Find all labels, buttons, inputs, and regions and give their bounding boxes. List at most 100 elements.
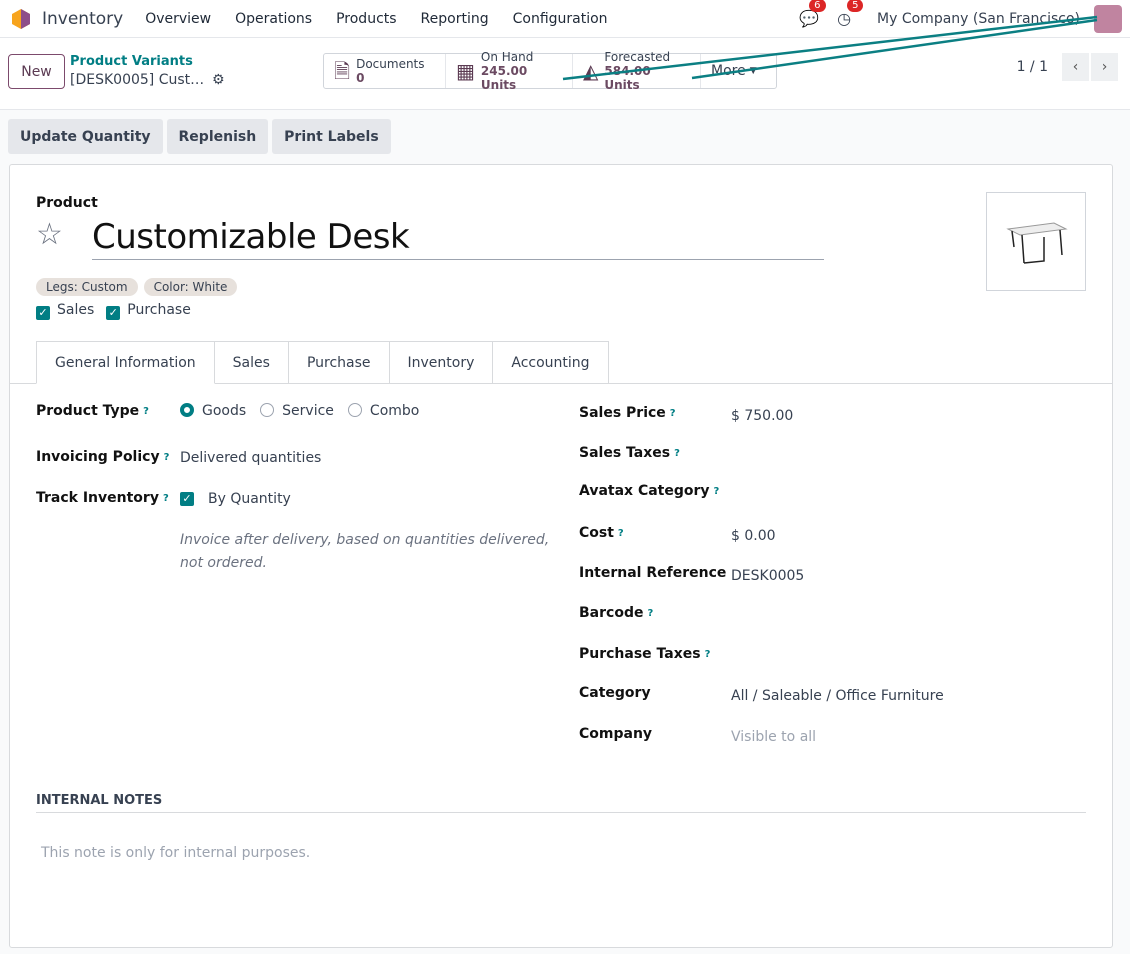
internal-reference-label: Internal Reference <box>579 565 727 581</box>
documents-label: Documents <box>356 57 425 71</box>
help-icon[interactable]: ? <box>647 607 654 619</box>
company-field[interactable]: Visible to all <box>731 729 817 745</box>
help-icon[interactable]: ? <box>674 447 680 459</box>
product-name-input[interactable]: Customizable Desk <box>92 217 824 260</box>
star-icon[interactable]: ☆ <box>36 217 63 252</box>
documents-button[interactable]: 🗎 Documents 0 <box>324 54 446 88</box>
help-icon[interactable]: ? <box>669 407 676 419</box>
control-panel: New Product Variants [DESK0005] Cust… ⚙ … <box>0 38 1130 110</box>
radio-service[interactable]: Service <box>260 403 334 419</box>
barcode-label: Barcode <box>579 605 644 621</box>
barcode-field[interactable] <box>731 606 1091 626</box>
gear-icon[interactable]: ⚙ <box>212 72 225 88</box>
menu-products[interactable]: Products <box>336 10 397 27</box>
messages-button[interactable]: 💬 6 <box>799 0 826 28</box>
caret-down-icon: ▼ <box>749 66 757 76</box>
company-switcher[interactable]: My Company (San Francisco) <box>877 10 1080 27</box>
tab-inventory[interactable]: Inventory <box>389 341 494 384</box>
desk-image-icon <box>1006 221 1068 264</box>
update-quantity-button[interactable]: Update Quantity <box>8 119 163 154</box>
internal-notes-heading: INTERNAL NOTES <box>36 793 1086 813</box>
smart-buttons: 🗎 Documents 0 ▦ On Hand 245.00 Units ◭ Foreca… <box>323 50 777 92</box>
top-navbar: Inventory Overview Operations Products R… <box>0 0 1130 38</box>
check-icon: ✓ <box>36 306 50 320</box>
replenish-button[interactable]: Replenish <box>166 119 269 154</box>
forecasted-label: Forecasted <box>604 50 671 64</box>
sales-price-label: Sales Price <box>579 405 666 421</box>
tab-purchase[interactable]: Purchase <box>288 341 390 384</box>
product-type-label: Product Type <box>36 403 140 419</box>
internal-reference-field[interactable]: DESK0005 <box>731 568 805 584</box>
help-icon[interactable]: ? <box>617 527 624 539</box>
tab-accounting[interactable]: Accounting <box>493 341 609 384</box>
activities-button[interactable]: ◷ 5 <box>837 0 864 28</box>
invoicing-help-text: Invoice after delivery, based on quantit… <box>180 532 550 571</box>
help-icon[interactable]: ? <box>162 492 169 504</box>
notebook-tabs: General Information Sales Purchase Inven… <box>36 341 609 384</box>
odoo-app-logo-icon[interactable] <box>10 8 32 30</box>
app-name[interactable]: Inventory <box>42 8 124 29</box>
help-icon[interactable]: ? <box>143 405 149 417</box>
purchase-checkbox[interactable]: ✓ Purchase <box>106 302 191 320</box>
on-hand-value: 245.00 Units <box>480 64 528 92</box>
document-icon: 🗎 <box>334 59 351 83</box>
tab-sales[interactable]: Sales <box>214 341 289 384</box>
avatax-category-field[interactable] <box>731 484 1091 504</box>
help-icon[interactable]: ? <box>704 648 711 660</box>
print-labels-button[interactable]: Print Labels <box>272 119 391 154</box>
purchase-taxes-label: Purchase Taxes <box>579 646 701 662</box>
category-field[interactable]: All / Saleable / Office Furniture <box>731 688 944 704</box>
service-label: Service <box>282 403 334 419</box>
product-label: Product <box>36 195 98 211</box>
menu-operations[interactable]: Operations <box>235 10 313 27</box>
pager-value[interactable]: 1 / 1 <box>1016 59 1048 75</box>
invoicing-policy-label: Invoicing Policy <box>36 449 160 465</box>
radio-selected-icon <box>180 403 194 417</box>
user-avatar[interactable] <box>1094 4 1122 33</box>
on-hand-button[interactable]: ▦ On Hand 245.00 Units <box>446 50 573 92</box>
track-inventory-checkbox[interactable]: ✓ By Quantity <box>180 491 291 507</box>
area-chart-icon: ◭ <box>583 59 599 83</box>
check-icon: ✓ <box>180 492 194 506</box>
documents-value: 0 <box>356 71 365 85</box>
internal-notes-input[interactable]: This note is only for internal purposes. <box>41 845 311 861</box>
sales-checkbox[interactable]: ✓ Sales <box>36 302 94 320</box>
invoicing-policy-field[interactable]: Delivered quantities <box>180 450 322 466</box>
forecasted-value: 584.00 Units <box>604 64 651 92</box>
product-image[interactable] <box>986 192 1086 291</box>
help-icon[interactable]: ? <box>713 485 720 497</box>
next-button[interactable]: › <box>1091 53 1118 81</box>
track-inventory-label: Track Inventory <box>36 490 159 506</box>
sales-taxes-field[interactable] <box>731 446 1091 466</box>
category-label: Category <box>579 685 651 701</box>
tab-general-information[interactable]: General Information <box>36 341 215 384</box>
breadcrumb-parent[interactable]: Product Variants <box>70 54 193 69</box>
radio-icon <box>260 403 275 417</box>
forecasted-button[interactable]: ◭ Forecasted 584.00 Units <box>573 50 701 92</box>
more-button[interactable]: More ▼ <box>701 54 776 88</box>
attribute-tag: Legs: Custom <box>36 278 138 296</box>
form-sheet: Product ☆ Customizable Desk Legs: Custom… <box>9 164 1113 948</box>
previous-button[interactable]: ‹ <box>1062 53 1089 81</box>
purchase-label: Purchase <box>127 302 191 318</box>
chevron-left-icon: ‹ <box>1072 59 1079 75</box>
action-buttons: Update Quantity Replenish Print Labels <box>8 119 391 154</box>
radio-goods[interactable]: Goods <box>180 403 246 419</box>
help-icon[interactable]: ? <box>163 451 170 463</box>
sales-price-field[interactable]: $ 750.00 <box>731 408 794 424</box>
clock-icon: ◷ <box>837 9 852 28</box>
breadcrumb-current: [DESK0005] Cust… <box>70 72 205 88</box>
pager: 1 / 1 ‹ › <box>1017 53 1118 81</box>
menu-reporting[interactable]: Reporting <box>420 10 489 27</box>
menu-configuration[interactable]: Configuration <box>512 10 608 27</box>
cubes-icon: ▦ <box>456 59 475 83</box>
avatax-category-label: Avatax Category <box>579 483 710 499</box>
radio-combo[interactable]: Combo <box>347 403 419 419</box>
new-button[interactable]: New <box>8 54 65 89</box>
cost-field[interactable]: $ 0.00 <box>731 528 776 544</box>
purchase-taxes-field[interactable] <box>731 647 1091 667</box>
activities-badge: 5 <box>847 0 864 12</box>
goods-label: Goods <box>202 403 247 419</box>
menu-overview[interactable]: Overview <box>145 10 212 27</box>
company-label: Company <box>579 726 653 742</box>
